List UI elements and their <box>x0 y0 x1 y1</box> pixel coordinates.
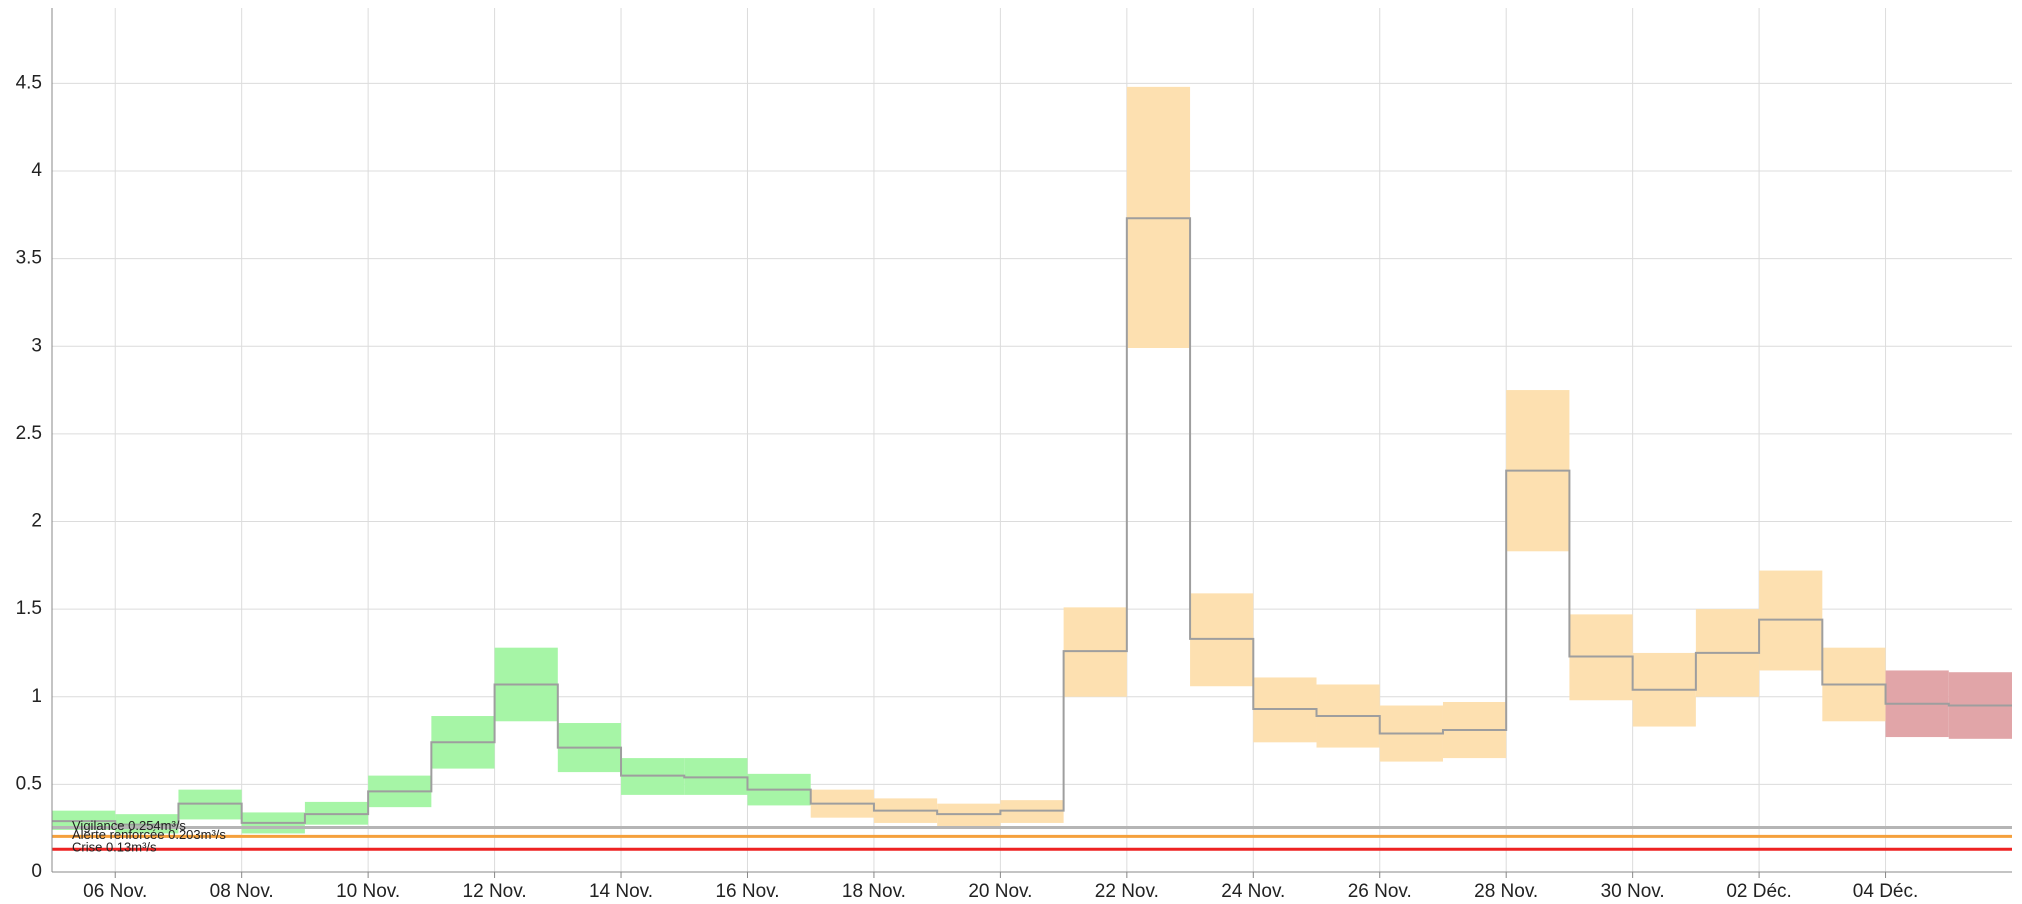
y-tick-label: 3.5 <box>16 248 42 269</box>
x-tick-label: 20 Nov. <box>968 881 1032 902</box>
y-tick-label: 3 <box>31 335 42 356</box>
y-tick-label: 0.5 <box>16 773 42 794</box>
median-line <box>52 217 2012 826</box>
x-tick-label: 10 Nov. <box>336 881 400 902</box>
x-tick-label: 04 Déc. <box>1853 881 1918 902</box>
x-tick-label: 24 Nov. <box>1221 881 1285 902</box>
x-tick-label: 02 Déc. <box>1726 881 1791 902</box>
threshold-label: Vigilance 0.254m³/s <box>72 818 186 833</box>
y-tick-label: 4 <box>31 160 42 181</box>
x-tick-label: 28 Nov. <box>1474 881 1538 902</box>
y-tick-label: 2 <box>31 511 42 532</box>
x-tick-label: 18 Nov. <box>842 881 906 902</box>
y-tick-label: 1.5 <box>16 598 42 619</box>
x-tick-label: 14 Nov. <box>589 881 653 902</box>
x-tick-label: 22 Nov. <box>1095 881 1159 902</box>
y-tick-label: 1 <box>31 686 42 707</box>
x-tick-label: 16 Nov. <box>715 881 779 902</box>
x-tick-label: 26 Nov. <box>1348 881 1412 902</box>
x-tick-label: 12 Nov. <box>463 881 527 902</box>
threshold-label: Crise 0.13m³/s <box>72 840 157 855</box>
y-tick-label: 2.5 <box>16 423 42 444</box>
x-tick-label: 30 Nov. <box>1601 881 1665 902</box>
threshold-label: Alerte renforcée 0.203m³/s <box>72 827 226 842</box>
x-tick-label: 06 Nov. <box>83 881 147 902</box>
y-tick-label: 0 <box>31 861 42 882</box>
y-tick-label: 4.5 <box>16 72 42 93</box>
x-tick-label: 08 Nov. <box>210 881 274 902</box>
